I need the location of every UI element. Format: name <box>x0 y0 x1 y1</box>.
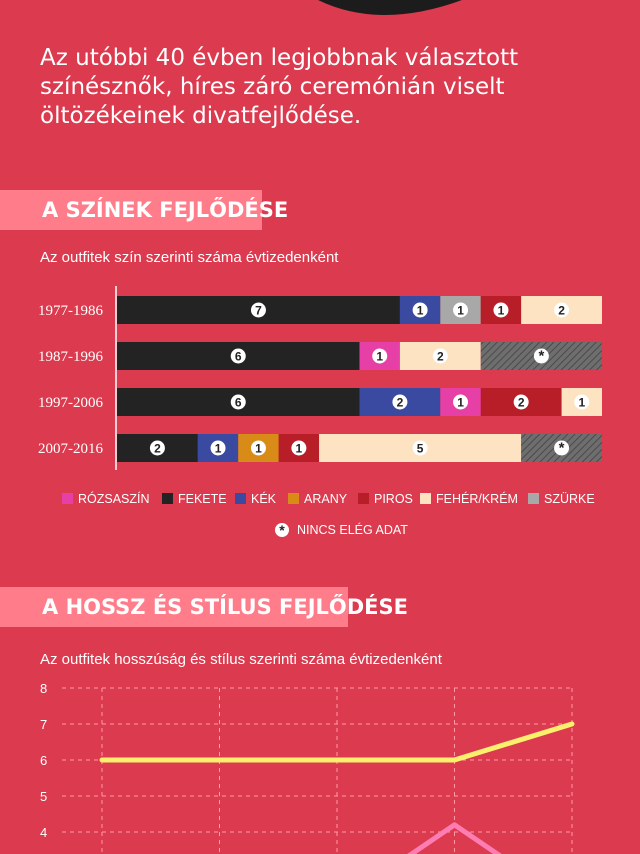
value-label: 2 <box>397 396 404 410</box>
legend-swatch-fekete <box>162 493 173 504</box>
intro-text: Az utóbbi 40 évben legjobbnak választott… <box>40 45 519 129</box>
color-stacked-bar-chart: 1977-1986 7 1 1 1 2 1987-1996 6 1 2 * 1997-2006 6 2 1 2… <box>38 286 602 538</box>
value-label: 1 <box>457 396 464 410</box>
legend-swatch-piros <box>358 493 369 504</box>
legend-label: RÓZSASZÍN <box>78 491 150 506</box>
value-label: 2 <box>437 350 444 364</box>
no-data-icon <box>275 523 289 537</box>
value-label: 1 <box>417 304 424 318</box>
legend-swatch-szurke <box>528 493 539 504</box>
legend-swatch-arany <box>288 493 299 504</box>
value-badge <box>533 348 549 364</box>
value-label: 2 <box>154 442 161 456</box>
legend-swatch-kek <box>235 493 246 504</box>
legend-label: FEHÉR/KRÉM <box>436 491 518 506</box>
value-badge <box>554 440 570 456</box>
category-label: 1997-2006 <box>38 395 103 411</box>
value-badge <box>453 394 469 410</box>
value-badge <box>291 440 307 456</box>
value-label: * <box>538 348 544 365</box>
legend-swatch-rozsaszin <box>62 493 73 504</box>
value-badge <box>392 394 408 410</box>
section-subtitle-colors: Az outfitek szín szerinti száma évtizede… <box>40 249 339 266</box>
value-badge <box>453 302 469 318</box>
length-line-chart: 8 7 6 5 4 <box>40 681 575 854</box>
value-label: 1 <box>376 350 383 364</box>
legend-label: SZÜRKE <box>544 492 595 506</box>
legend-label: ARANY <box>304 492 348 506</box>
value-badge <box>230 348 246 364</box>
legend-label: KÉK <box>251 491 277 506</box>
value-label: 1 <box>498 304 505 318</box>
value-badge <box>250 440 266 456</box>
legend-swatch-feher_krem <box>420 493 431 504</box>
y-tick-label: 4 <box>40 825 47 840</box>
section-title-length: A HOSSZ ÉS STÍLUS FEJLŐDÉSE <box>0 587 408 627</box>
section-title-colors: A SZÍNEK FEJLŐDÉSE <box>0 190 288 230</box>
value-label: 1 <box>296 442 303 456</box>
value-label: 6 <box>235 396 242 410</box>
series-line-0 <box>99 721 575 763</box>
value-label: * <box>559 440 565 457</box>
no-data-label: NINCS ELÉG ADAT <box>297 522 408 537</box>
value-badge <box>574 394 590 410</box>
value-label: 2 <box>518 396 525 410</box>
legend-label: FEKETE <box>178 492 227 506</box>
value-badge <box>412 302 428 318</box>
value-badge <box>250 302 266 318</box>
value-badge <box>513 394 529 410</box>
top-decoration <box>318 0 462 15</box>
value-label: 7 <box>255 304 262 318</box>
value-label: 1 <box>457 304 464 318</box>
value-badge <box>412 440 428 456</box>
y-tick-label: 7 <box>40 717 47 732</box>
category-label: 1987-1996 <box>38 349 103 365</box>
value-badge <box>554 302 570 318</box>
section-subtitle-length: Az outfitek hosszúság és stílus szerinti… <box>40 651 442 668</box>
y-tick-label: 5 <box>40 789 47 804</box>
no-data-symbol: * <box>279 522 285 538</box>
value-label: 1 <box>578 396 585 410</box>
category-label: 1977-1986 <box>38 303 103 319</box>
value-badge <box>432 348 448 364</box>
series-line-1 <box>407 822 502 854</box>
value-badge <box>149 440 165 456</box>
y-tick-label: 6 <box>40 753 47 768</box>
y-tick-label: 8 <box>40 681 47 696</box>
value-label: 5 <box>417 442 424 456</box>
category-label: 2007-2016 <box>38 441 103 457</box>
value-label: 1 <box>255 442 262 456</box>
value-badge <box>493 302 509 318</box>
value-badge <box>210 440 226 456</box>
value-label: 2 <box>558 304 565 318</box>
value-badge <box>230 394 246 410</box>
value-label: 1 <box>215 442 222 456</box>
legend-label: PIROS <box>374 492 413 506</box>
value-badge <box>372 348 388 364</box>
value-label: 6 <box>235 350 242 364</box>
